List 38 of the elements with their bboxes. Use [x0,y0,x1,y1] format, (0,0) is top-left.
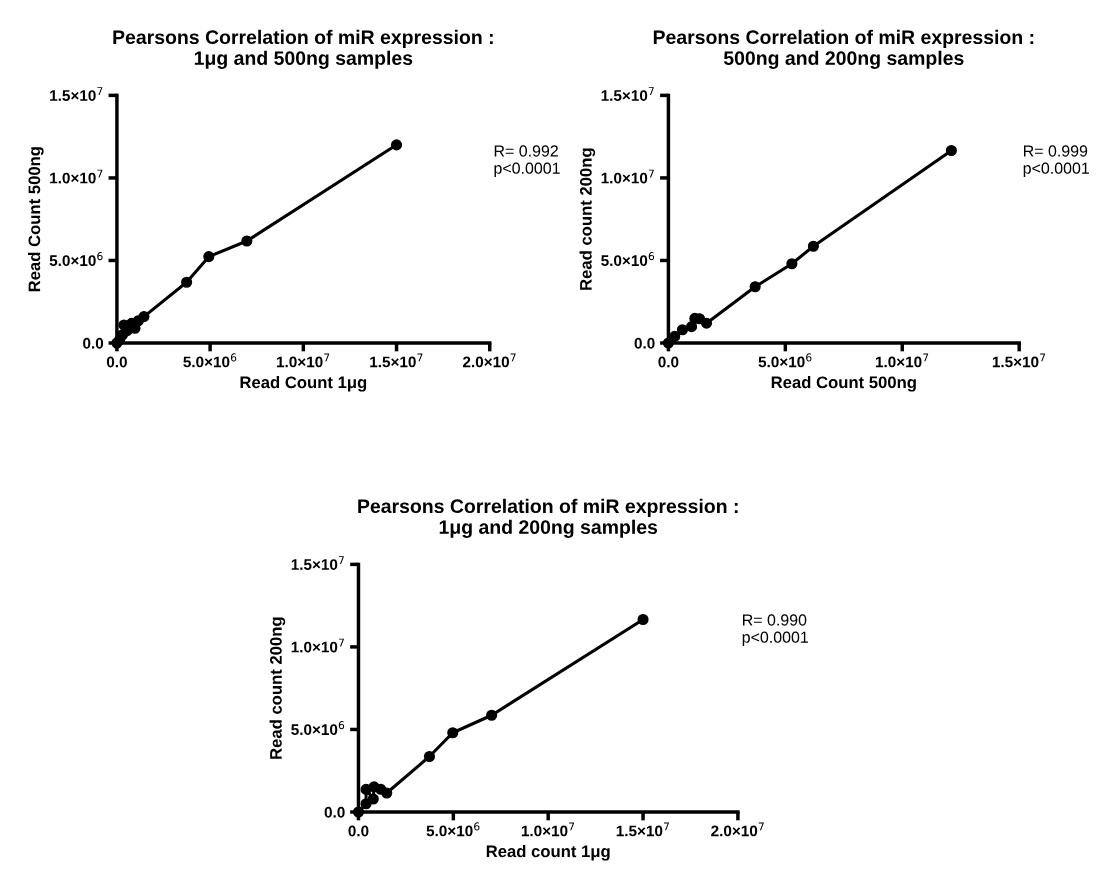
y-tick-label: 1.0×10$^{7}$ [601,169,654,184]
x-tick-label: 5.0×10$^{6}$ [758,353,812,368]
x-tick-label: 5.0×10$^{6}$ [426,822,480,837]
x-tick-label: 1.5×10$^{7}$ [370,353,423,368]
x-tick-label: 1.0×10$^{7}$ [521,822,575,837]
y-tick-label: 1.0×10$^{7}$ [291,638,344,653]
y-tick-label: 5.0×10$^{6}$ [291,721,345,736]
x-tick-label: 1.5×10$^{7}$ [992,353,1046,368]
y-tick-label: 0.0 [83,337,104,349]
x-tick-label: 5.0×10$^{6}$ [183,353,237,368]
y-tick-label: 1.0×10$^{7}$ [50,169,103,184]
y-axis-title: Read count 200ng [269,617,286,759]
chart-title: Pearsons Correlation of miR expression : 1μg and 200ng samples [358,498,738,538]
y-tick-label: 5.0×10$^{6}$ [49,252,103,267]
x-axis-title: Read Count 500ng [771,375,916,392]
x-tick-label: 1.5×10$^{7}$ [616,822,669,837]
y-tick-label: 1.5×10$^{7}$ [291,556,344,570]
y-tick-label: 1.5×10$^{7}$ [50,87,103,101]
x-axis-title: Read Count 1μg [240,375,367,392]
text: R= 0.992 p<0.0001 [494,145,560,177]
x-tick-label: 1.0×10$^{7}$ [875,353,929,368]
x-tick-label: 0.0 [658,356,679,368]
y-tick-label: 1.5×10$^{7}$ [601,87,654,101]
x-tick-label: 1.0×10$^{7}$ [277,353,330,368]
y-tick-label: 0.0 [324,806,345,818]
text: R= 0.999 p<0.0001 [1023,145,1089,177]
chart-title: Pearsons Correlation of miR expression : 500ng and 200ng samples [653,29,1034,69]
y-axis-title: Read count 200ng [579,148,596,290]
x-tick-label: 0.0 [348,825,369,837]
x-axis-title: Read count 1μg [486,844,610,861]
x-tick-label: 2.0×10$^{7}$ [462,353,516,368]
x-tick-label: 2.0×10$^{7}$ [711,822,764,837]
y-tick-label: 5.0×10$^{6}$ [601,252,655,267]
x-tick-label: 0.0 [106,356,127,368]
text: R= 0.990 p<0.0001 [742,614,808,646]
chart-title: Pearsons Correlation of miR expression : 1μg and 500ng samples [113,29,493,69]
y-tick-label: 0.0 [634,337,655,349]
y-axis-title: Read Count 500ng [28,147,44,292]
